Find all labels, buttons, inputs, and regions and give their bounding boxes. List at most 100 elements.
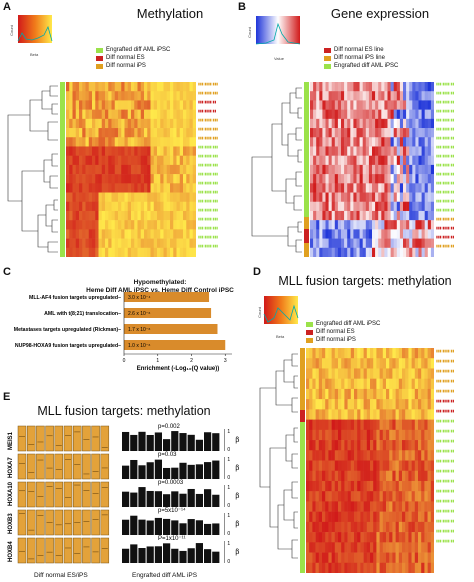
heatmap-cell <box>114 192 119 203</box>
heatmap-cell <box>406 155 410 166</box>
heatmap-cell <box>415 192 419 203</box>
heatmap-cell <box>341 470 345 482</box>
heatmap-cell <box>331 440 336 451</box>
heatmap-cell <box>75 229 80 239</box>
heatmap-cell <box>409 229 413 239</box>
heatmap-cell <box>334 542 339 553</box>
heatmap-cell <box>72 82 77 92</box>
heatmap-cell <box>95 174 99 184</box>
heatmap-cell <box>315 450 320 461</box>
heatmap-cell <box>160 201 164 212</box>
heatmap-cell <box>341 399 345 410</box>
heatmap-cell <box>134 109 138 120</box>
heatmap-cell <box>183 210 187 221</box>
heatmap-cell <box>131 91 135 101</box>
heatmap-cell <box>150 192 155 203</box>
heatmap-cell <box>341 521 345 533</box>
heatmap-cell <box>366 552 371 564</box>
heatmap-cell <box>418 164 422 175</box>
heatmap-cell <box>421 368 425 379</box>
heatmap-cell <box>356 220 360 230</box>
heatmap-cell <box>69 210 73 221</box>
heatmap-cell <box>322 100 326 110</box>
heatmap-cell <box>160 100 164 110</box>
heatmap-cell <box>347 201 351 212</box>
heatmap-cell <box>341 491 345 502</box>
heatmap-cell <box>405 511 409 523</box>
heatmap-cell <box>418 491 422 502</box>
heatmap-cell <box>368 229 373 239</box>
heatmap-cell <box>375 210 379 221</box>
heatmap-cell <box>163 137 168 147</box>
heatmap-cell <box>418 388 422 400</box>
heatmap-cell <box>105 183 109 193</box>
heatmap-cell <box>322 399 326 410</box>
heatmap-cell <box>415 82 419 92</box>
heatmap-cell <box>356 247 360 257</box>
heatmap-cell <box>375 164 379 175</box>
heatmap-cell <box>312 348 316 359</box>
heatmap-cell <box>365 100 370 110</box>
heatmap-cell <box>66 155 70 166</box>
heatmap-cell <box>375 82 379 92</box>
heatmap-cell <box>153 247 158 257</box>
heatmap-cell <box>318 521 323 533</box>
heatmap-cell <box>170 210 174 221</box>
heatmap-cell <box>192 192 196 203</box>
heatmap-cell <box>418 501 422 512</box>
heatmap-cell <box>163 82 168 92</box>
heatmap-cell <box>328 155 332 166</box>
heatmap-cell <box>392 532 396 543</box>
heatmap-cell <box>360 348 364 359</box>
heatmap-cell <box>341 542 345 553</box>
heatmap-cell <box>131 109 135 120</box>
heatmap-cell <box>134 155 138 166</box>
heatmap-cell <box>98 192 103 203</box>
heatmap-cell <box>389 419 393 431</box>
heatmap-cell <box>384 238 388 249</box>
heatmap-cell <box>350 491 355 502</box>
heatmap-cell <box>337 137 342 147</box>
heatmap-cell <box>421 552 425 564</box>
heatmap-cell <box>418 348 422 359</box>
heatmap-cell <box>356 155 360 166</box>
heatmap-cell <box>357 419 361 431</box>
heatmap-cell <box>347 137 351 147</box>
heatmap-cell <box>402 378 406 390</box>
heatmap-cell <box>409 146 413 156</box>
heatmap-cell <box>322 155 326 166</box>
heatmap-cell <box>341 210 345 221</box>
heatmap-cell <box>134 220 138 230</box>
heatmap-cell <box>381 229 385 239</box>
heatmap-cell <box>111 229 116 239</box>
heatmap-cell <box>124 210 129 221</box>
heatmap-cell <box>357 409 361 420</box>
heatmap-cell <box>309 348 313 359</box>
heatmap-cell <box>131 146 135 156</box>
heatmap-cell <box>183 146 187 156</box>
heatmap-cell <box>372 100 376 110</box>
heatmap-cell <box>331 183 336 193</box>
heatmap-cell <box>183 118 187 129</box>
heatmap-cell <box>322 91 326 101</box>
profile-bar <box>163 518 171 535</box>
heatmap-cell <box>108 201 112 212</box>
heatmap-cell <box>406 128 410 138</box>
heatmap-cell <box>363 521 368 533</box>
heatmap-cell <box>430 247 434 257</box>
heatmap-cell <box>144 247 148 257</box>
heatmap-cell <box>341 480 345 492</box>
heatmap-cell <box>372 220 376 230</box>
heatmap-cell <box>334 399 339 410</box>
heatmap-cell <box>312 388 316 400</box>
heatmap-cell <box>306 368 310 379</box>
heatmap-cell <box>134 164 138 175</box>
profile-bar <box>187 548 195 563</box>
heatmap-cell <box>92 91 96 101</box>
heatmap-cell <box>170 155 174 166</box>
heatmap-cell <box>356 192 360 203</box>
heatmap-cell <box>424 562 428 573</box>
heatmap-cell <box>310 118 314 129</box>
profile-box <box>17 481 27 508</box>
heatmap-cell <box>372 91 376 101</box>
